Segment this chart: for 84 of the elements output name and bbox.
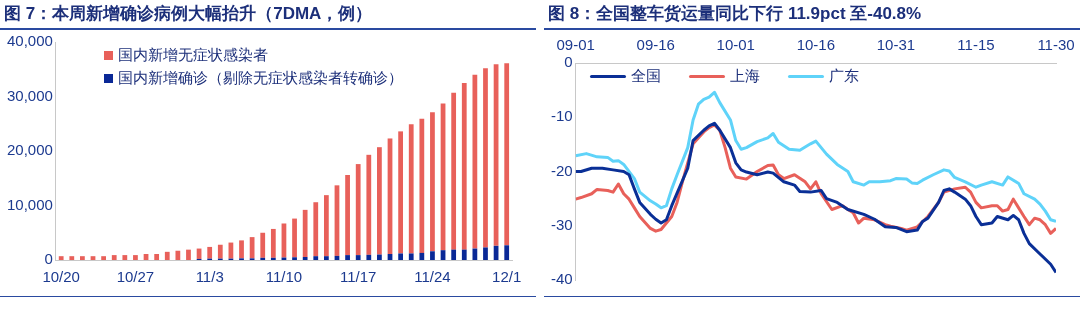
chart-title: 图 7：本周新增确诊病例大幅抬升（7DMA，例） (0, 0, 536, 30)
bar (398, 253, 404, 260)
x-tick-label: 11-30 (1037, 36, 1075, 54)
bar (472, 74, 478, 249)
y-tick-label: 0 (564, 53, 573, 71)
bar (377, 254, 382, 260)
bar (292, 257, 297, 260)
y-tick-label: -20 (550, 161, 573, 179)
bar (133, 255, 138, 260)
bar (122, 255, 128, 260)
bar (239, 240, 244, 259)
bar (164, 251, 170, 260)
bar (430, 251, 435, 260)
legend-label: 上海 (729, 67, 760, 86)
y-tick-label: -30 (550, 215, 573, 233)
bar (345, 255, 350, 260)
bar (270, 257, 276, 260)
y-tick-label: 0 (44, 250, 53, 268)
bar (270, 228, 276, 258)
bar (323, 256, 329, 260)
x-tick-label: 10/27 (116, 268, 155, 286)
bar (451, 92, 457, 250)
bar (408, 253, 414, 260)
bar (472, 248, 478, 260)
bar (366, 254, 372, 260)
y-tick-label: -40 (550, 270, 573, 288)
bar (377, 147, 382, 255)
bar (260, 257, 266, 260)
bar (58, 256, 64, 260)
chart-title: 图 8：全国整车货运量同比下行 11.9pct 至-40.8% (544, 0, 1080, 30)
x-tick-label: 11/17 (339, 268, 377, 286)
legend-label: 国内新增无症状感染者 (117, 46, 268, 65)
x-tick-label: 10-16 (796, 36, 836, 54)
bar (302, 209, 308, 257)
bar (355, 164, 361, 256)
bar (175, 250, 181, 260)
y-tick-label: 20,000 (6, 141, 53, 159)
bar (323, 195, 329, 257)
bar (398, 131, 404, 254)
bar (302, 257, 308, 260)
x-tick-label: 11-15 (957, 36, 995, 54)
bar (366, 154, 372, 255)
bar (80, 256, 85, 260)
bar (207, 246, 213, 259)
bar (313, 256, 319, 260)
bar (483, 68, 488, 248)
x-tick-label: 09-01 (556, 36, 595, 54)
bar (355, 255, 361, 260)
bar (249, 237, 255, 259)
bar (101, 256, 106, 260)
bar (504, 63, 510, 246)
bar (504, 245, 510, 260)
bar (408, 124, 414, 254)
legend-label: 广东 (828, 67, 859, 86)
x-tick-label: 10/20 (42, 268, 80, 286)
x-tick-label: 11/10 (265, 268, 303, 286)
bar (461, 82, 467, 250)
bar (292, 218, 297, 258)
x-tick-label: 09-16 (636, 36, 675, 54)
bar (154, 254, 160, 260)
bar (345, 174, 350, 256)
bar (419, 118, 425, 253)
bar (69, 256, 75, 260)
x-tick-label: 10-01 (716, 36, 755, 54)
bar (451, 249, 457, 260)
bar (111, 255, 117, 260)
y-tick-label: 10,000 (6, 195, 53, 213)
bar (430, 112, 435, 252)
x-tick-label: 12/1 (492, 268, 522, 286)
bar (186, 249, 191, 260)
x-tick-label: 11/24 (414, 268, 451, 286)
bar (260, 232, 266, 258)
legend-label: 全国 (630, 67, 661, 86)
x-tick-label: 11/3 (195, 268, 224, 286)
y-tick-label: -10 (550, 107, 573, 125)
x-tick-label: 10-31 (876, 36, 916, 54)
legend-label: 国内新增确诊（剔除无症状感染者转确诊） (117, 69, 403, 88)
bar (461, 249, 467, 260)
bar (419, 252, 425, 260)
bar (217, 244, 223, 259)
bar (483, 247, 488, 260)
y-tick-label: 40,000 (6, 32, 53, 50)
bar (313, 202, 319, 257)
y-tick-label: 30,000 (6, 86, 53, 104)
